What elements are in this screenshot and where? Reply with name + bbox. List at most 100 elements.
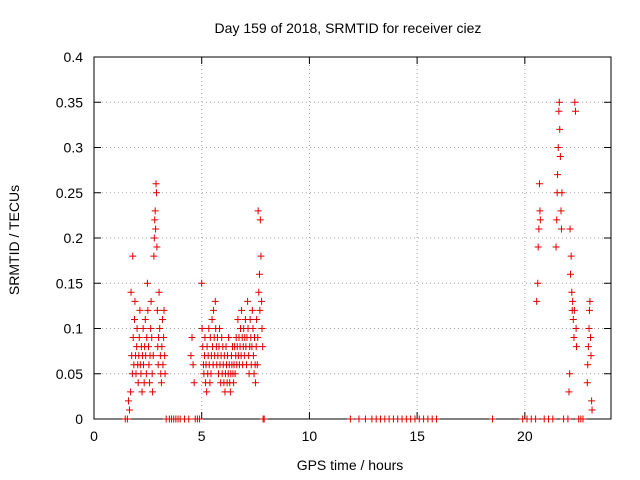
data-point: [161, 370, 169, 378]
data-point: [255, 270, 263, 278]
grid-lines: [94, 57, 611, 419]
data-point: [139, 325, 147, 332]
y-axis-label: SRMTID / TECUs: [6, 185, 22, 295]
data-point: [570, 334, 578, 342]
data-point: [158, 343, 166, 351]
data-point: [198, 325, 206, 332]
data-point: [250, 370, 258, 378]
data-point: [259, 343, 267, 351]
data-point: [557, 207, 565, 215]
data-point: [150, 252, 158, 260]
data-point: [571, 98, 579, 106]
data-point: [145, 361, 153, 369]
data-point: [553, 216, 561, 224]
x-tick-label: 5: [198, 428, 206, 444]
y-tick-label: 0.15: [56, 275, 83, 291]
data-point: [536, 216, 544, 224]
data-point: [159, 361, 167, 369]
data-point: [584, 361, 592, 369]
axis-ticks: 0 0.05 0.1 0.15 0.2 0.25 0.3 0.35 0.4 0 5 10 15 20: [56, 49, 611, 444]
data-point: [230, 379, 238, 387]
data-point: [249, 352, 257, 360]
data-points: [121, 98, 596, 423]
data-point: [573, 343, 581, 351]
data-point: [160, 334, 168, 342]
data-point: [588, 406, 596, 414]
data-point: [159, 315, 167, 323]
data-point: [536, 207, 544, 215]
y-tick-label: 0.35: [56, 94, 83, 110]
data-point: [160, 306, 168, 314]
data-point: [532, 415, 540, 423]
data-point: [207, 370, 215, 378]
data-point: [211, 297, 219, 305]
data-point: [570, 306, 578, 314]
data-point: [147, 325, 155, 332]
data-point: [225, 334, 233, 342]
data-point: [136, 306, 144, 314]
data-point: [585, 306, 593, 314]
y-tick-label: 0.4: [64, 49, 84, 65]
data-point: [156, 325, 164, 332]
data-point: [151, 207, 159, 215]
data-point: [258, 325, 266, 332]
data-point: [533, 297, 541, 305]
data-point: [489, 415, 497, 423]
data-point: [554, 144, 562, 151]
data-point: [535, 180, 543, 188]
data-point: [226, 388, 234, 396]
data-point: [346, 415, 354, 423]
x-tick-label: 15: [409, 428, 425, 444]
data-point: [155, 288, 163, 296]
y-tick-label: 0.3: [64, 140, 84, 156]
data-point: [587, 352, 595, 360]
data-point: [555, 98, 563, 106]
data-point: [249, 325, 257, 332]
data-point: [549, 415, 557, 423]
data-point: [535, 225, 543, 233]
data-point: [569, 297, 577, 305]
data-point: [258, 297, 266, 305]
data-point: [534, 279, 542, 287]
data-point: [203, 388, 211, 396]
y-tick-label: 0.25: [56, 185, 83, 201]
data-point: [134, 379, 142, 387]
data-point: [253, 361, 261, 369]
data-point: [231, 370, 239, 378]
data-point: [534, 243, 542, 251]
data-point: [552, 243, 560, 251]
data-point: [129, 334, 137, 342]
data-point: [210, 306, 218, 314]
data-point: [557, 225, 565, 233]
data-point: [583, 379, 591, 387]
data-point: [187, 352, 195, 360]
data-point: [256, 306, 264, 314]
x-tick-label: 0: [90, 428, 98, 444]
data-point: [565, 388, 573, 396]
data-point: [572, 325, 580, 332]
data-point: [133, 325, 141, 332]
data-point: [355, 415, 363, 423]
data-point: [564, 415, 572, 423]
data-point: [566, 370, 574, 378]
data-point: [252, 343, 260, 351]
data-point: [157, 379, 165, 387]
data-point: [260, 415, 268, 423]
data-point: [146, 379, 154, 387]
data-point: [143, 279, 151, 287]
data-point: [206, 379, 214, 387]
data-point: [433, 415, 441, 423]
data-point: [123, 415, 131, 423]
data-point: [585, 325, 593, 332]
data-point: [185, 415, 193, 423]
data-point: [556, 153, 564, 161]
data-point: [151, 216, 159, 224]
data-point: [216, 325, 224, 332]
data-point: [256, 216, 264, 224]
data-point: [148, 334, 156, 342]
data-point: [131, 297, 139, 305]
data-point: [558, 189, 566, 197]
data-point: [252, 379, 260, 387]
